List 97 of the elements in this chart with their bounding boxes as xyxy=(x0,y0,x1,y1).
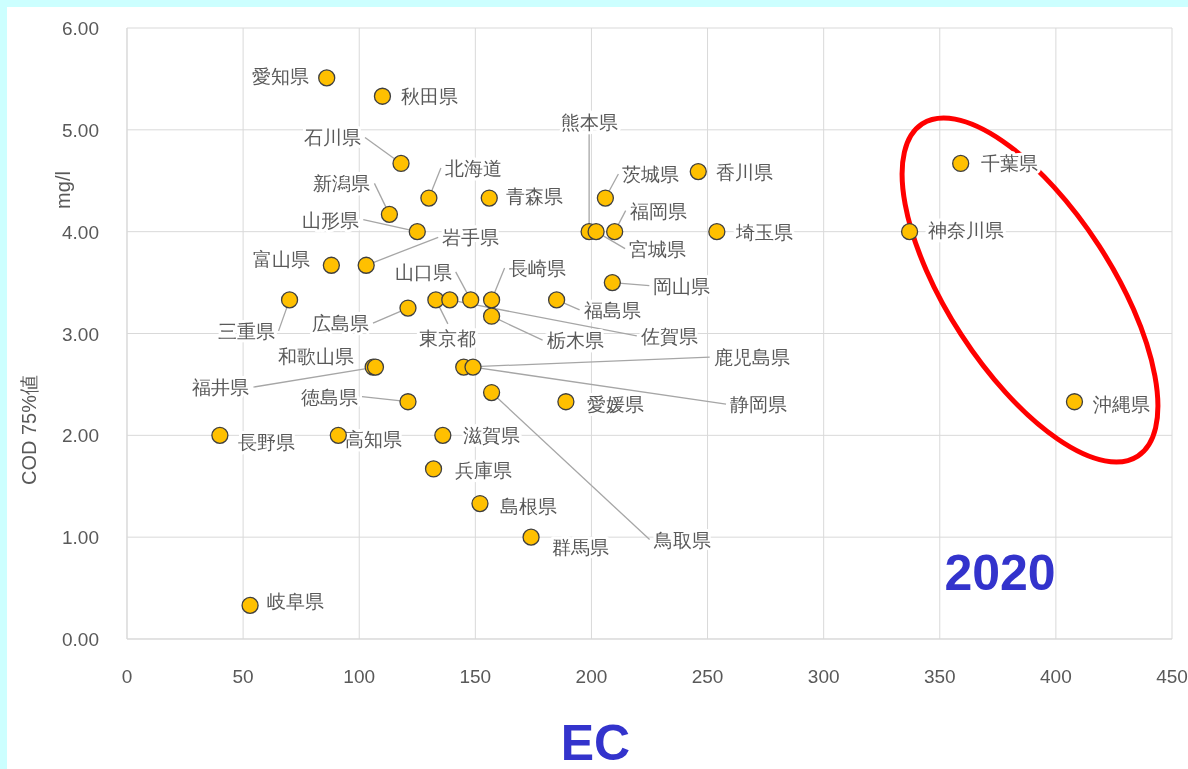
point xyxy=(482,383,501,402)
point xyxy=(1065,393,1084,411)
point xyxy=(420,189,438,207)
point xyxy=(547,291,566,309)
x-tick-label: 400 xyxy=(1040,666,1072,687)
point xyxy=(522,528,540,546)
point xyxy=(241,596,259,615)
point xyxy=(900,223,919,241)
point xyxy=(211,426,229,444)
annotation: 長崎県 xyxy=(508,257,566,279)
annotation: 鹿児島県 xyxy=(713,347,790,369)
y-tick-label: 1.00 xyxy=(62,527,99,549)
point xyxy=(482,291,501,309)
x-tick-label: 200 xyxy=(575,666,608,687)
y-tick-label: 2.00 xyxy=(62,425,99,447)
annotation: 香川県 xyxy=(716,161,774,183)
annotation: 愛媛県 xyxy=(586,393,644,415)
annotation: 2020 xyxy=(944,545,1056,601)
point xyxy=(603,273,621,292)
point xyxy=(399,393,417,411)
annotation: 熊本県 xyxy=(560,111,618,133)
point xyxy=(952,154,970,173)
point xyxy=(471,494,489,513)
point xyxy=(596,189,615,207)
annotation: 神奈川県 xyxy=(927,219,1004,241)
text: mg/l xyxy=(52,171,74,209)
point xyxy=(708,223,726,241)
annotation: 岡山県 xyxy=(653,275,711,297)
annotation: 愛知県 xyxy=(251,65,309,87)
x-tick-label: 250 xyxy=(691,666,724,687)
x-tick-label: 50 xyxy=(232,666,254,687)
x-tick-label: 300 xyxy=(807,666,840,687)
annotation: 岐阜県 xyxy=(267,591,325,613)
annotation: 福島県 xyxy=(583,299,641,321)
x-axis-title: EC xyxy=(560,715,631,769)
point xyxy=(689,162,707,181)
annotation: 滋賀県 xyxy=(462,425,520,447)
annotation: 山口県 xyxy=(394,261,452,283)
point xyxy=(329,426,347,444)
annotation: 長野県 xyxy=(237,432,295,454)
annotation: 埼玉県 xyxy=(734,221,793,243)
annotation: 新潟県 xyxy=(313,173,371,195)
x-tick-label: 150 xyxy=(459,666,492,687)
point xyxy=(357,256,375,274)
annotation: 東京都 xyxy=(419,327,477,349)
annotation: 福井県 xyxy=(192,377,250,399)
annotation: 島根県 xyxy=(499,495,557,517)
point xyxy=(373,87,392,105)
point xyxy=(441,291,459,309)
annotation: 沖縄県 xyxy=(1093,393,1151,415)
point xyxy=(462,291,480,309)
point xyxy=(606,223,624,241)
point xyxy=(482,307,501,325)
annotation: 福岡県 xyxy=(629,200,687,222)
y-axis-title: COD 75%値 xyxy=(18,374,40,486)
point xyxy=(280,291,299,309)
point xyxy=(434,426,452,444)
annotation: 広島県 xyxy=(311,313,369,335)
annotation: 秋田県 xyxy=(401,86,459,108)
annotation: 茨城県 xyxy=(622,164,680,186)
point xyxy=(587,223,605,241)
annotation: 青森県 xyxy=(506,186,564,208)
point xyxy=(464,358,482,376)
annotation: 北海道 xyxy=(444,158,502,180)
annotation: 徳島県 xyxy=(300,386,358,408)
y-tick-label: 3.00 xyxy=(62,323,99,345)
annotation: 宮城県 xyxy=(629,238,687,260)
point xyxy=(318,69,336,87)
annotation: 佐賀県 xyxy=(640,325,698,347)
point xyxy=(408,223,426,241)
point xyxy=(392,154,410,173)
x-tick-label: 100 xyxy=(343,666,376,687)
annotation: 栃木県 xyxy=(546,330,604,352)
x-tick-label: 0 xyxy=(121,666,133,687)
y-tick-label: 4.00 xyxy=(62,221,99,243)
point xyxy=(322,256,341,274)
point xyxy=(557,393,575,411)
annotation: 鳥取県 xyxy=(652,529,711,551)
point xyxy=(424,460,443,478)
point xyxy=(480,189,498,207)
annotation: 岩手県 xyxy=(442,227,500,249)
y-tick-label: 5.00 xyxy=(62,119,99,141)
x-tick-label: 350 xyxy=(923,666,956,687)
annotation: 和歌山県 xyxy=(278,346,355,368)
annotation: 石川県 xyxy=(304,127,362,149)
y-tick-label: 0.00 xyxy=(62,629,99,650)
annotation: 山形県 xyxy=(302,209,360,231)
point xyxy=(380,205,399,224)
annotation: 富山県 xyxy=(253,249,311,271)
y-tick-label: 6.00 xyxy=(62,18,99,39)
annotation: 兵庫県 xyxy=(454,459,512,481)
x-tick-label: 450 xyxy=(1156,666,1188,687)
annotation: 群馬県 xyxy=(552,537,610,559)
annotation: 高知県 xyxy=(345,429,403,451)
point xyxy=(399,299,417,317)
annotation: 静岡県 xyxy=(730,394,788,416)
annotation: 三重県 xyxy=(217,320,275,342)
